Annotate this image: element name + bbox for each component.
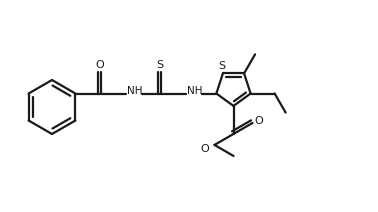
Text: NH: NH: [187, 85, 202, 95]
Text: O: O: [96, 60, 104, 70]
Text: S: S: [156, 60, 163, 70]
Text: O: O: [254, 116, 263, 126]
Text: O: O: [201, 144, 209, 154]
Text: S: S: [218, 61, 226, 71]
Text: NH: NH: [127, 85, 142, 95]
